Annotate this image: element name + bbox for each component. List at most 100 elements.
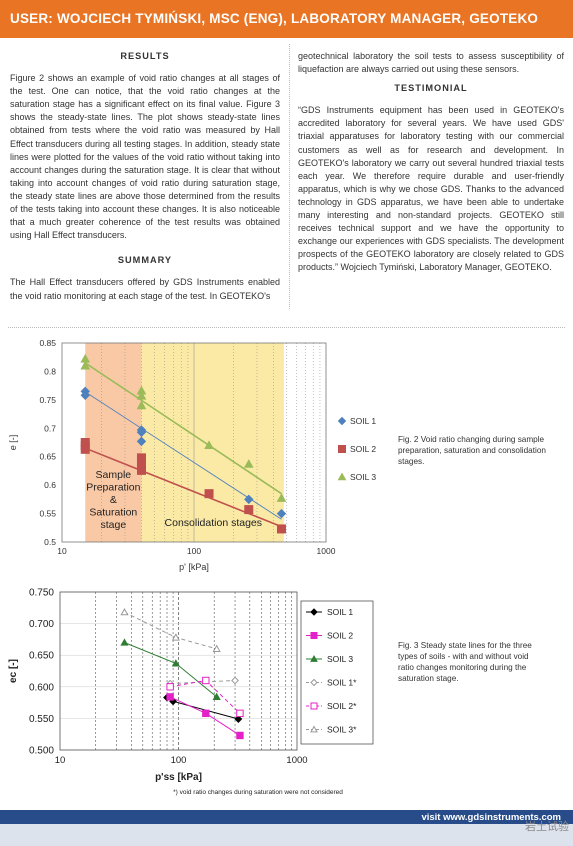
legend-label-soil-3: SOIL 3 [350,472,376,482]
data-point-soil-2 [236,731,244,740]
legend-marker-soil-1-star [310,678,318,687]
y-tick-label: 0.5 [44,537,56,547]
data-point-soil-3 [243,459,254,468]
stage-region [85,343,142,542]
region-label-consolidation: Consolidation stages [165,517,262,529]
stage-region [141,343,284,542]
data-point-soil-1 [136,436,147,447]
legend-marker-soil-2 [338,445,346,453]
summary-heading: SUMMARY [117,255,173,266]
data-point-soil-2 [276,524,286,534]
x-tick-label: 100 [171,755,187,766]
x-axis-label: p' [kPa] [179,562,209,572]
trend-line-soil-3 [84,362,282,495]
legend-marker-soil-3 [337,472,347,481]
column-divider [289,44,290,309]
legend-label-soil-1: SOIL 1 [350,416,376,426]
figure-2-chart: Sample Preparation & Saturation stage Consoli… [8,338,376,572]
x-axis-label: p'ss [kPa] [155,772,202,783]
data-point-soil-3 [204,440,214,450]
x-tick-label: 10 [57,546,67,556]
data-point-soil-1 [136,427,147,437]
y-tick-label: 0.8 [44,366,56,376]
data-point-soil-2 [136,465,146,475]
website-link[interactable]: visit www.gdsinstruments.com [421,812,561,823]
data-point-soil-2 [204,489,214,499]
right-column: geotechnical laboratory the soil tests t… [298,50,564,281]
legend-label-soil-3: SOIL 3 [327,654,353,664]
legend-marker-soil-3-star [310,725,318,733]
y-axis-label: ec [-] [8,659,19,683]
y-tick-label: 0.750 [29,588,54,599]
legend-marker-soil-3 [310,654,318,662]
data-point-soil-2 [166,693,174,701]
footer-bar: visit www.gdsinstruments.com [0,810,573,824]
y-tick-label: 0.85 [39,338,56,348]
section-divider [8,327,565,328]
summary-text: The Hall Effect transducers offered by G… [10,277,280,301]
data-point-soil-2 [202,709,210,718]
data-point-soil-1 [276,508,287,519]
figure-3-caption: Fig. 3 Steady state lines for the three … [398,641,532,683]
intro-text: geotechnical laboratory the soil tests t… [298,51,564,75]
legend-label-soil-2-star: SOIL 2* [327,701,357,711]
data-point-soil-2 [244,505,254,515]
results-text: Figure 2 shows an example of void ratio … [10,73,280,241]
footer: visit www.gdsinstruments.com [0,810,573,846]
data-point-soil-3 [276,493,287,502]
header-title: USER: WOJCIECH TYMIŃSKI, MSC (ENG), LABO… [10,11,539,26]
plot-border [59,591,298,751]
data-point-soil-2 [80,444,90,454]
left-column: RESULTS Figure 2 shows an example of voi… [10,44,280,309]
figure-3-chart: 0.500 0.550 0.600 0.650 0.700 0.750 10 100 1000 p… [8,588,374,796]
results-heading: RESULTS [120,51,170,61]
data-point-soil-2-star [166,683,174,691]
x-tick-label: 10 [55,755,66,766]
footer-strip [0,824,573,846]
legend-label-soil-2: SOIL 2 [327,631,353,641]
legend-marker-soil-2 [310,632,318,639]
x-tick-label: 100 [187,546,201,556]
y-tick-label: 0.650 [29,651,54,662]
x-tick-label: 1000 [317,546,336,556]
legend-label-soil-1-star: SOIL 1* [327,678,357,688]
y-tick-label: 0.550 [29,714,54,725]
x-tick-label: 1000 [286,755,307,766]
y-tick-label: 0.600 [29,682,54,693]
legend-label-soil-2: SOIL 2 [350,444,376,454]
data-point-soil-3 [80,360,91,370]
data-point-soil-1-star [231,676,239,685]
y-tick-label: 0.55 [39,509,56,519]
region-label-sample-preparation: Sample Preparation & Saturation stage [86,469,140,531]
plot-border [61,342,327,543]
y-tick-label: 0.65 [39,452,56,462]
data-point-soil-3 [171,659,180,667]
data-point-soil-3-star [120,607,129,616]
plot-area [60,592,297,750]
y-tick-label: 0.7 [44,423,56,433]
data-point-soil-2-star [202,676,210,685]
testimonial-heading: TESTIMONIAL [394,83,468,94]
data-point-soil-3-star [171,633,180,641]
legend-box [300,600,374,745]
watermark: 岩土试验 [525,821,569,833]
data-point-soil-3 [136,390,147,400]
data-point-soil-1 [234,715,243,723]
data-point-soil-3 [136,400,147,410]
data-point-soil-1 [80,390,90,401]
header-banner: USER: WOJCIECH TYMIŃSKI, MSC (ENG), LABO… [0,0,573,38]
figure-2-caption: Fig. 2 Void ratio changing during sample… [398,435,546,466]
y-tick-label: 0.75 [39,395,56,405]
legend-marker-soil-2-star [310,702,318,710]
legend-label-soil-1: SOIL 1 [327,607,353,617]
data-point-soil-3-star [212,644,221,652]
y-tick-label: 0.700 [29,619,54,630]
y-tick-label: 0.6 [44,480,56,490]
data-point-soil-3 [212,692,221,700]
data-point-soil-2-star [236,709,244,718]
chart-footnote: *) void ratio changes during saturation … [173,789,343,796]
data-point-soil-3 [120,638,129,646]
legend-label-soil-3-star: SOIL 3* [327,725,357,735]
data-point-soil-1 [244,494,254,505]
testimonial-text: “GDS Instruments equipment has been used… [298,105,564,273]
